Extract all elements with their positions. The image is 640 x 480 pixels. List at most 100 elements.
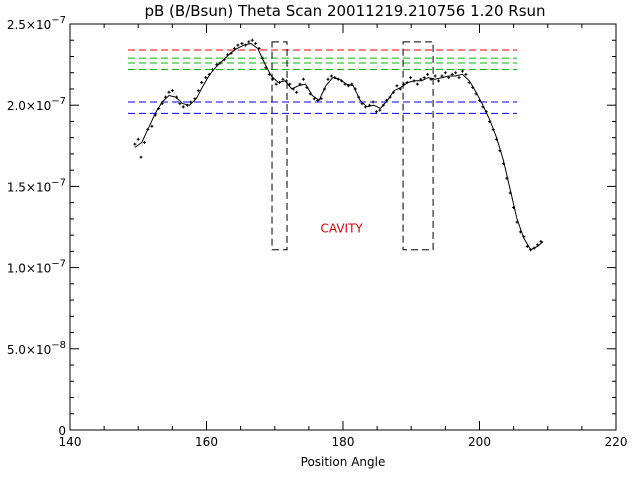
data-point (360, 102, 364, 106)
data-point (460, 69, 464, 73)
cavity-annotation: CAVITY (321, 222, 364, 236)
data-point (329, 74, 333, 78)
data-point (364, 105, 368, 109)
data-point (346, 84, 350, 88)
data-point (454, 71, 458, 75)
data-point (193, 97, 197, 101)
data-point (174, 95, 178, 99)
data-point (189, 100, 193, 104)
x-tick-label: 140 (59, 435, 82, 449)
data-point (498, 149, 502, 153)
x-tick-label: 200 (468, 435, 491, 449)
data-point (232, 46, 236, 50)
data-point (395, 84, 399, 88)
data-point (250, 38, 254, 42)
data-point (229, 51, 233, 55)
data-point (464, 72, 468, 76)
data-point (305, 85, 309, 89)
data-point (505, 176, 509, 180)
data-point (185, 103, 189, 107)
data-point (204, 76, 208, 80)
y-axis-ticks: 0 5.0×10−8 1.0×10−7 1.5×10−7 2.0×10−7 2.5×10−… (7, 15, 616, 438)
y-tick-label: 2.0×10−7 (7, 96, 66, 113)
y-tick-label: 5.0×10−8 (7, 340, 66, 357)
data-point (385, 98, 389, 102)
data-point (478, 98, 481, 102)
data-point (419, 77, 423, 81)
data-point (350, 82, 354, 86)
x-tick-label: 180 (332, 435, 355, 449)
data-point (392, 90, 396, 94)
data-point (488, 119, 492, 123)
data-point (284, 79, 288, 83)
y-tick-label: 1.0×10−7 (7, 259, 66, 276)
data-point (323, 87, 327, 91)
data-point (164, 95, 168, 99)
reference-lines (128, 49, 518, 114)
data-point (412, 79, 416, 83)
data-point (150, 124, 154, 128)
data-point (343, 82, 347, 86)
data-point (426, 72, 430, 76)
data-point (157, 106, 161, 110)
data-point (298, 82, 302, 86)
data-point (222, 58, 226, 62)
data-point (405, 80, 409, 84)
data-point (440, 74, 444, 78)
data-point (295, 90, 299, 94)
data-point (515, 220, 519, 224)
data-point (536, 243, 540, 247)
data-point (474, 92, 478, 96)
y-tick-label: 1.5×10−7 (7, 177, 66, 194)
data-point (288, 82, 292, 86)
data-point (525, 244, 529, 248)
data-point (326, 77, 330, 81)
data-point (437, 79, 441, 83)
data-point (402, 82, 406, 86)
data-point (167, 90, 171, 94)
fit-line-layer (134, 42, 544, 251)
data-point (226, 53, 230, 57)
data-point (381, 103, 385, 107)
chart-title: pB (B/Bsun) Theta Scan 20011219.210756 1… (144, 2, 545, 20)
data-point (200, 80, 204, 84)
data-point (409, 76, 413, 80)
x-axis-label: Position Angle (301, 455, 386, 469)
data-point (340, 79, 344, 83)
fit-line (134, 42, 544, 251)
cavity-box (402, 41, 434, 251)
data-point (495, 137, 499, 141)
data-point (207, 72, 211, 76)
data-point (433, 74, 437, 78)
data-point (319, 97, 323, 101)
y-tick-label: 0 (58, 424, 66, 438)
x-tick-label: 220 (605, 435, 628, 449)
data-point (529, 248, 533, 252)
data-point (278, 80, 282, 84)
data-point (508, 191, 512, 195)
data-point (260, 56, 264, 60)
data-point (457, 76, 461, 80)
data-point (133, 142, 137, 146)
data-point (353, 87, 357, 91)
data-point (281, 77, 285, 81)
data-point (181, 105, 185, 109)
data-point (450, 72, 454, 76)
data-point (518, 230, 522, 234)
data-point (215, 63, 219, 67)
data-point (333, 76, 337, 80)
data-point (274, 82, 278, 86)
data-point (481, 105, 485, 109)
data-point (196, 89, 200, 93)
data-point (336, 77, 340, 81)
data-point (178, 102, 182, 106)
data-point (388, 95, 392, 99)
data-point (243, 43, 247, 47)
cavity-boxes (271, 41, 434, 251)
data-point (271, 77, 275, 81)
data-points (133, 38, 543, 252)
data-point (136, 137, 140, 141)
data-point (264, 66, 268, 70)
data-point (422, 76, 426, 80)
data-point (429, 77, 433, 81)
